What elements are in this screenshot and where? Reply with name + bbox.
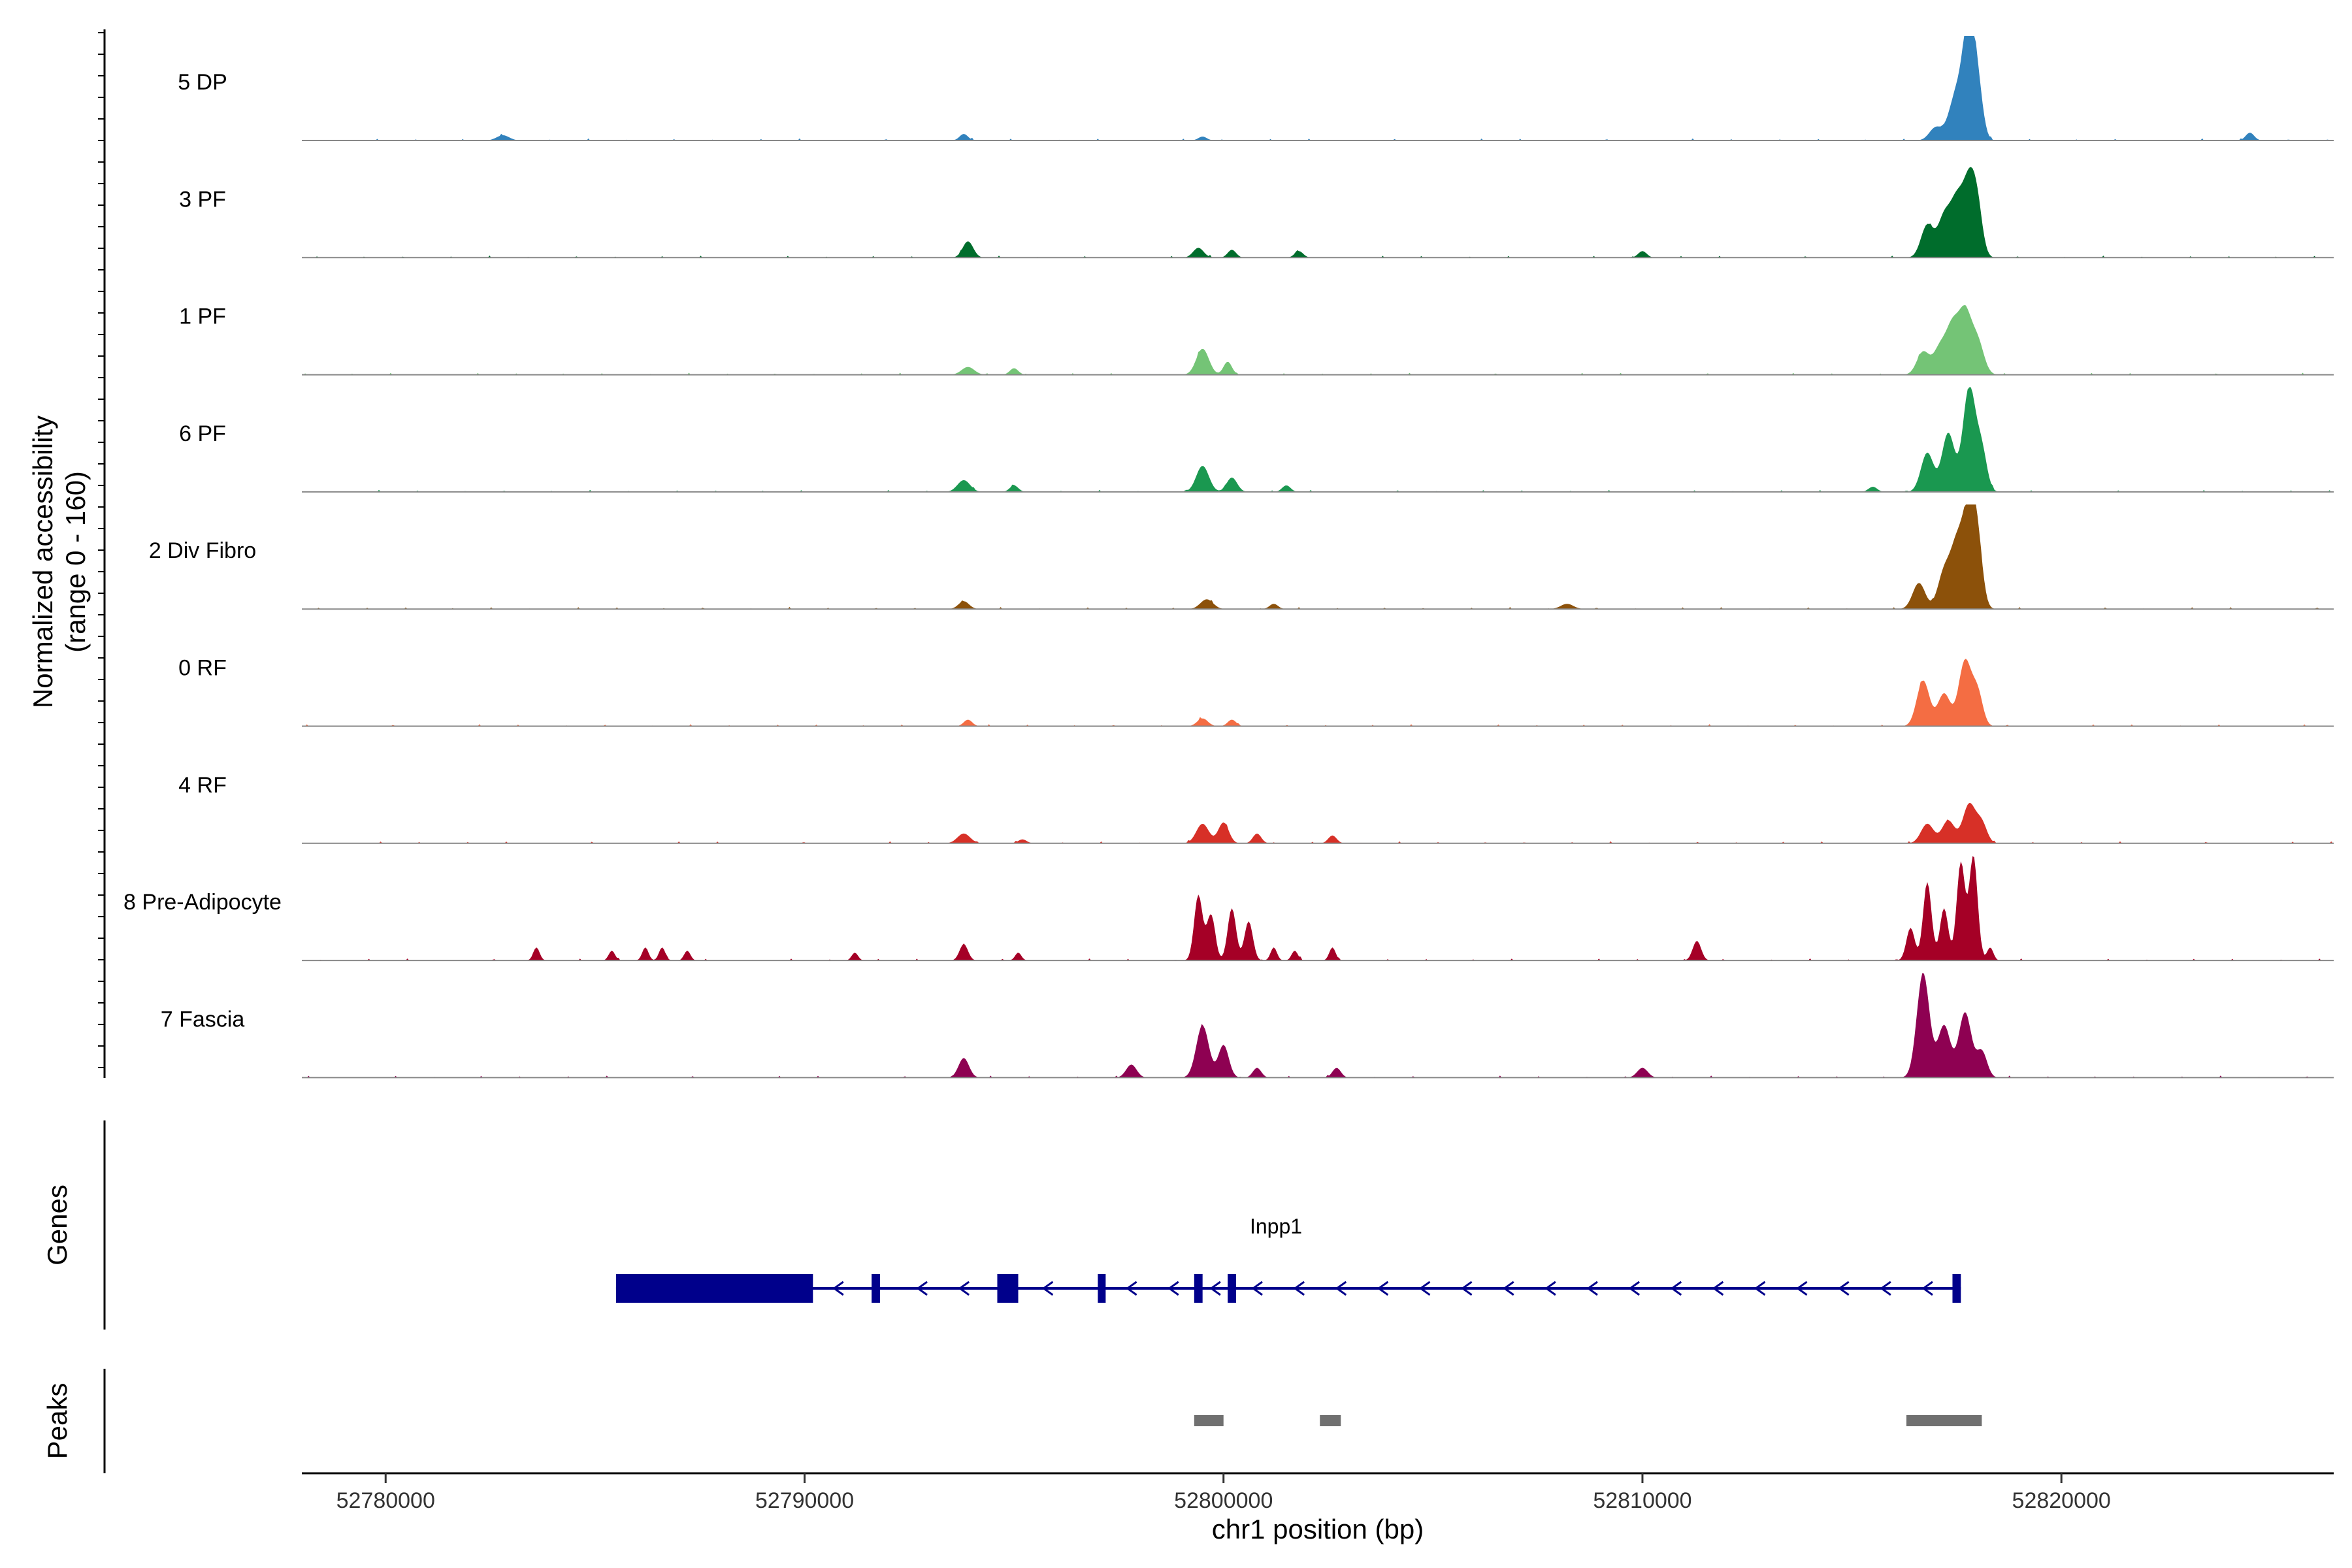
genes-track-label: Genes (42, 1184, 73, 1266)
coverage-area (302, 36, 2334, 140)
coverage-track-3: 6 PF (179, 387, 2334, 493)
coverage-track-0: 5 DP (178, 36, 2334, 141)
strand-chevron (1335, 1281, 1347, 1296)
x-axis: 52780000 52790000 52800000 52810000 52820000… (302, 1472, 2334, 1544)
strand-chevron (1670, 1281, 1682, 1296)
strand-chevron (1461, 1281, 1473, 1296)
coverage-area (302, 387, 2334, 492)
coverage-track-1: 3 PF (179, 167, 2334, 259)
strand-chevron (832, 1281, 844, 1296)
track-label: 0 RF (178, 656, 227, 681)
coverage-track-6: 4 RF (178, 773, 2334, 844)
x-tick-label: 52790000 (755, 1488, 854, 1513)
coverage-area (302, 659, 2334, 727)
coverage-track-5: 0 RF (178, 656, 2334, 727)
coverage-tracks: 5 DP 3 PF 1 PF 6 PF 2 Div Fibro 0 RF 4 RF 8 Pre… (123, 36, 2334, 1079)
gene-exon (1952, 1274, 1961, 1303)
strand-chevron (1503, 1281, 1514, 1296)
coverage-area (302, 803, 2334, 843)
x-ticks: 52780000 52790000 52800000 52810000 52820000 (336, 1473, 2111, 1513)
x-tick-label: 52810000 (1593, 1488, 1691, 1513)
strand-chevron (1754, 1281, 1766, 1296)
coverage-track-2: 1 PF (179, 304, 2334, 376)
coverage-area (302, 973, 2334, 1078)
strand-chevron (1209, 1281, 1221, 1296)
strand-chevron (1838, 1281, 1850, 1296)
coverage-area (302, 167, 2334, 258)
track-label: 4 RF (178, 773, 227, 798)
accessibility-y-axis (98, 29, 106, 1078)
gene-exon (997, 1274, 1019, 1303)
y-minor-ticks (98, 32, 105, 1068)
strand-chevron (1712, 1281, 1724, 1296)
gene-model-inpp1 (615, 1274, 1961, 1303)
coverage-track-7: 8 Pre-Adipocyte (123, 856, 2334, 962)
track-label: 5 DP (178, 70, 227, 95)
strand-chevron (958, 1281, 970, 1296)
peaks-track-label: Peaks (42, 1383, 73, 1460)
y-axis-range: (range 0 - 160) (60, 471, 91, 653)
coverage-area (302, 305, 2334, 375)
track-label: 2 Div Fibro (149, 538, 256, 563)
strand-chevron (916, 1281, 928, 1296)
gene-exon (872, 1274, 880, 1303)
peaks-track: Peaks (42, 1369, 1982, 1473)
strand-chevron (1251, 1281, 1263, 1296)
called-peaks (1194, 1415, 1982, 1426)
coverage-area (302, 856, 2334, 961)
x-tick-label: 52820000 (2012, 1488, 2111, 1513)
strand-chevron (1168, 1281, 1179, 1296)
peak-bar (1320, 1415, 1341, 1426)
gene-exon (1194, 1274, 1203, 1303)
strand-chevron (1880, 1281, 1891, 1296)
x-tick-label: 52780000 (336, 1488, 435, 1513)
peak-bar (1194, 1415, 1224, 1426)
track-label: 8 Pre-Adipocyte (123, 890, 282, 915)
track-label: 7 Fascia (161, 1007, 245, 1032)
y-axis-title: Normalized accessibility (27, 416, 58, 708)
gene-exon (1098, 1274, 1106, 1303)
x-tick-label: 52800000 (1174, 1488, 1273, 1513)
strand-chevron (1377, 1281, 1389, 1296)
genes-track: Genes Inpp1 (42, 1120, 1961, 1330)
track-label: 6 PF (179, 421, 226, 446)
peak-bar (1906, 1415, 1982, 1426)
strand-chevron (1628, 1281, 1641, 1296)
strand-chevron (1544, 1281, 1556, 1296)
strand-chevron (1586, 1281, 1598, 1296)
strand-chevron (1921, 1281, 1933, 1296)
strand-chevron (1126, 1281, 1137, 1296)
x-axis-title: chr1 position (bp) (1212, 1514, 1424, 1544)
strand-chevron (1041, 1281, 1054, 1296)
gene-exon (1228, 1274, 1236, 1303)
track-label: 1 PF (179, 304, 226, 329)
track-label: 3 PF (179, 187, 226, 212)
coverage-area (302, 504, 2334, 610)
coverage-track-4: 2 Div Fibro (149, 504, 2334, 610)
strand-chevron (1293, 1281, 1305, 1296)
strand-chevron (1418, 1281, 1431, 1296)
coverage-track-8: 7 Fascia (161, 973, 2334, 1079)
strand-chevron (1796, 1281, 1808, 1296)
gene-exon (615, 1274, 813, 1303)
gene-name-label: Inpp1 (1250, 1215, 1302, 1238)
